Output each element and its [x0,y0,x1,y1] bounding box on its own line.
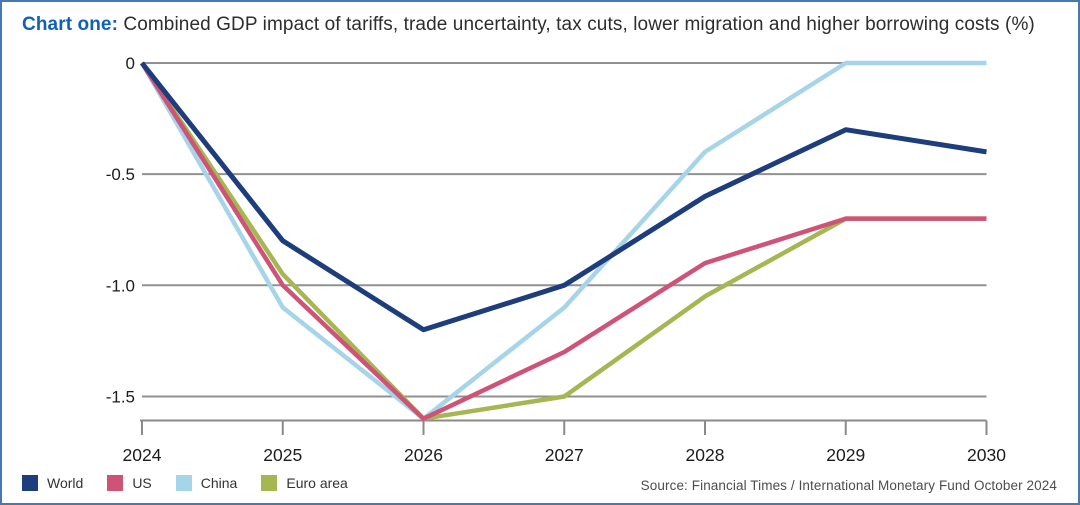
legend-label-china: China [200,475,238,491]
x-tick-label-2024: 2024 [123,445,162,465]
chart-title-prefix: Chart one: [22,14,118,35]
chart-title-text: Combined GDP impact of tariffs, trade un… [118,14,1035,35]
series-line-euro-area [140,61,987,421]
x-tick-label-2029: 2029 [826,445,865,465]
series-line-china [140,60,987,421]
y-tick-label-0: 0 [126,54,135,73]
y-tick-label--1.0: -1.0 [106,276,135,295]
x-tick-label-2028: 2028 [686,445,725,465]
legend-swatch-world [22,475,38,491]
legend: World US China Euro area [22,475,348,491]
legend-label-world: World [47,475,84,491]
legend-item-world: World [22,475,83,491]
chart-title: Chart one: Combined GDP impact of tariff… [22,13,1035,37]
source-credit: Source: Financial Times / International … [640,478,1057,493]
legend-swatch-china [175,475,192,491]
series-line-world [140,61,987,333]
x-tick-label-2027: 2027 [545,445,584,465]
legend-label-us: US [132,475,152,491]
legend-item-china: China [175,475,238,491]
legend-swatch-us [107,475,124,491]
x-tick-label-2026: 2026 [404,445,443,465]
legend-item-us: US [107,475,152,491]
x-tick-label-2030: 2030 [967,445,1006,465]
legend-swatch-euro-area [261,475,278,491]
y-tick-label--1.5: -1.5 [106,387,135,406]
series-line-us [140,61,987,421]
y-tick-label--0.5: -0.5 [106,165,135,184]
legend-label-euro-area: Euro area [286,475,348,491]
x-tick-label-2025: 2025 [263,445,302,465]
legend-item-euro-area: Euro area [261,475,348,491]
